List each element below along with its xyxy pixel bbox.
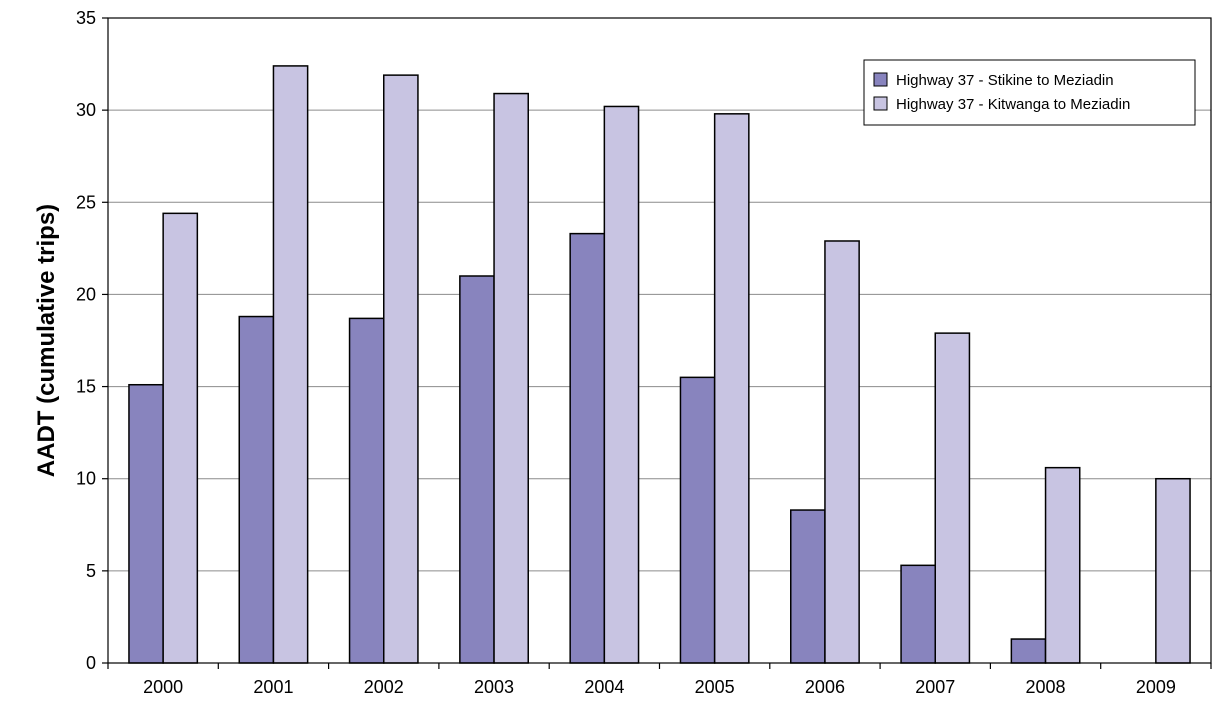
x-tick-label: 2006 <box>805 677 845 697</box>
bar-stikine-2006 <box>790 509 826 664</box>
legend: Highway 37 - Stikine to Meziadin Highway … <box>863 59 1196 126</box>
legend-box <box>863 59 1196 126</box>
bar-kitwanga-2002 <box>383 74 419 664</box>
y-axis-label: AADT (cumulative trips) <box>33 204 60 477</box>
bar-kitwanga-2004 <box>603 105 640 664</box>
bar-kitwanga-2001 <box>272 65 309 664</box>
x-axis: 2000 2001 2002 2003 2004 2005 2006 2007 2008 2009 <box>107 663 1212 697</box>
y-axis: 0 5 10 15 20 25 30 35 <box>76 8 108 673</box>
x-tick-label: 2001 <box>253 677 293 697</box>
legend-label: Highway 37 - Stikine to Meziadin <box>896 72 1114 89</box>
y-tick-label: 30 <box>76 100 96 120</box>
bar-stikine-2000 <box>128 383 164 664</box>
x-tick-label: 2005 <box>695 677 735 697</box>
bar-stikine-2002 <box>348 317 385 664</box>
bar-kitwanga-2005 <box>713 113 750 664</box>
y-tick-label: 20 <box>76 284 96 304</box>
bar-stikine-2007 <box>900 564 937 664</box>
x-tick-label: 2000 <box>143 677 183 697</box>
bar-stikine-2001 <box>238 315 275 664</box>
x-tick-label: 2002 <box>364 677 404 697</box>
y-tick-label: 0 <box>86 653 96 673</box>
legend-swatch <box>873 96 888 111</box>
bar-kitwanga-2009 <box>1155 477 1191 664</box>
bar-kitwanga-2007 <box>934 332 971 664</box>
y-tick-label: 5 <box>86 561 96 581</box>
bar-kitwanga-2000 <box>162 212 199 664</box>
x-tick-label: 2004 <box>584 677 624 697</box>
bar-stikine-2003 <box>459 275 495 664</box>
y-tick-label: 10 <box>76 469 96 489</box>
bar-kitwanga-2008 <box>1044 466 1081 664</box>
legend-swatch <box>873 72 888 87</box>
bars <box>128 65 1191 664</box>
x-tick-label: 2007 <box>915 677 955 697</box>
bar-stikine-2005 <box>679 376 716 664</box>
bar-stikine-2008 <box>1010 638 1047 664</box>
bar-stikine-2004 <box>569 232 606 664</box>
x-tick-label: 2009 <box>1136 677 1176 697</box>
bar-kitwanga-2003 <box>493 92 529 664</box>
y-tick-label: 25 <box>76 192 96 212</box>
y-tick-label: 15 <box>76 377 96 397</box>
x-tick-label: 2003 <box>474 677 514 697</box>
y-tick-label: 35 <box>76 8 96 28</box>
bar-kitwanga-2006 <box>824 240 860 664</box>
x-tick-label: 2008 <box>1026 677 1066 697</box>
legend-label: Highway 37 - Kitwanga to Meziadin <box>896 96 1130 113</box>
